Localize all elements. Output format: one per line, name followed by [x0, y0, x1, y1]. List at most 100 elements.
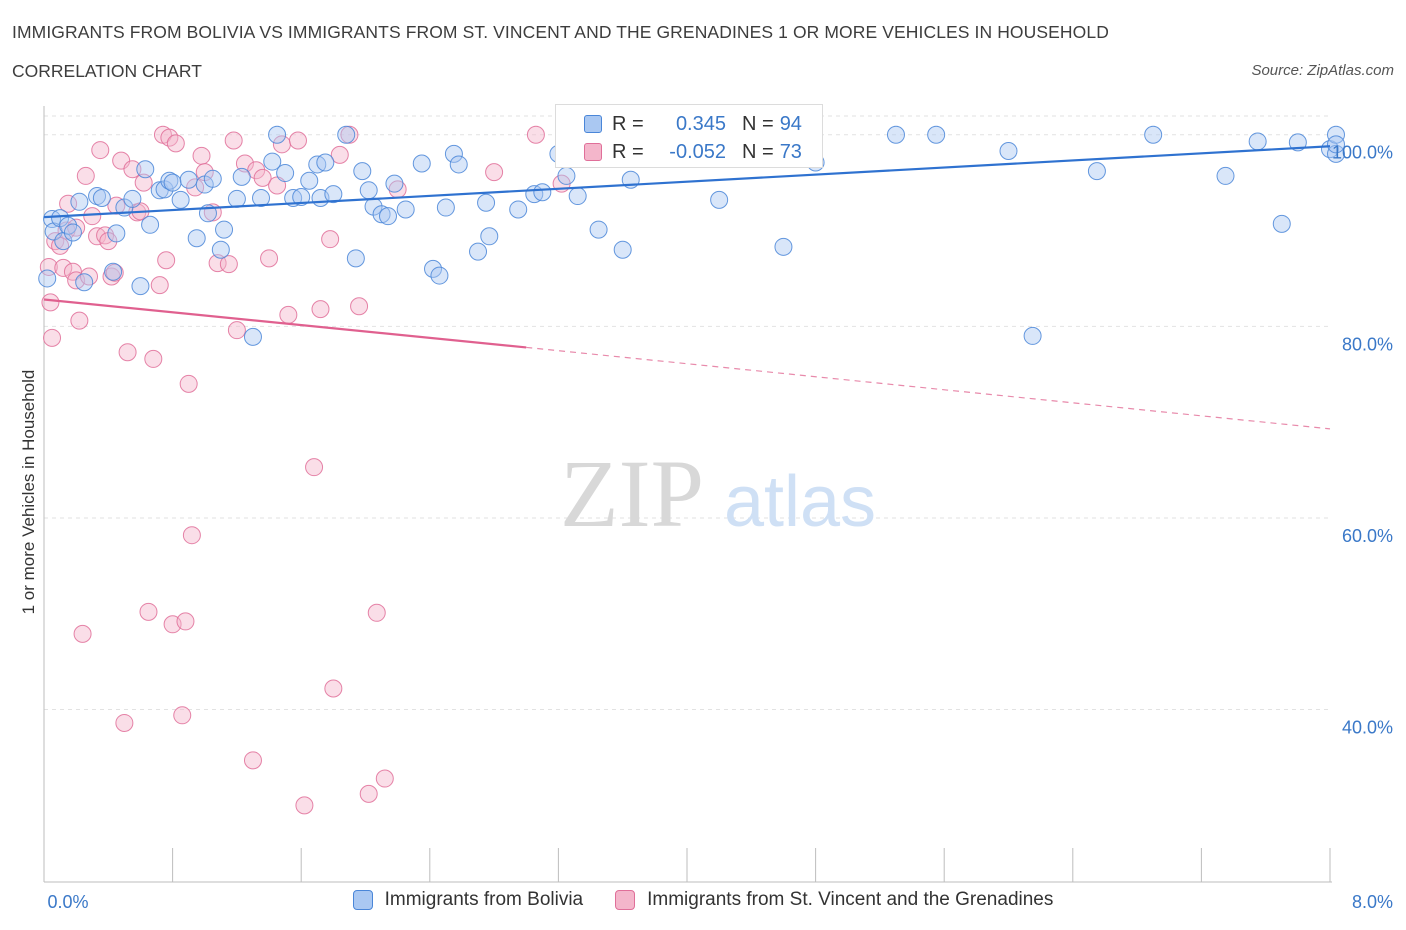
legend-r-label: R =	[612, 140, 644, 163]
point-st-vincent	[144, 349, 163, 368]
point-bolivia	[533, 183, 552, 202]
point-st-vincent	[485, 163, 504, 182]
point-st-vincent	[243, 751, 262, 770]
point-bolivia	[1327, 125, 1345, 144]
point-bolivia	[171, 190, 190, 209]
point-bolivia	[292, 188, 311, 207]
x-tick-label: 0.0%	[47, 892, 88, 912]
point-bolivia	[107, 224, 126, 243]
legend-n-label: N =	[742, 140, 774, 163]
point-bolivia	[927, 125, 946, 144]
point-bolivia	[509, 200, 528, 219]
point-bolivia	[412, 154, 431, 173]
point-bolivia	[999, 142, 1018, 161]
legend-swatch-pink	[584, 143, 602, 161]
point-st-vincent	[295, 796, 314, 815]
legend-label-bolivia: Immigrants from Bolivia	[384, 889, 584, 910]
point-bolivia	[123, 189, 142, 208]
y-tick-label: 80.0%	[1342, 334, 1393, 354]
legend-n-label: N =	[742, 112, 774, 135]
point-bolivia	[444, 144, 463, 163]
point-bolivia	[136, 160, 155, 179]
point-bolivia	[1023, 326, 1042, 345]
point-bolivia	[75, 273, 94, 292]
axes	[43, 106, 1332, 883]
point-bolivia	[774, 237, 793, 256]
point-bolivia	[424, 259, 443, 278]
point-st-vincent	[179, 374, 198, 393]
point-bolivia	[276, 164, 295, 183]
point-st-vincent	[83, 207, 102, 226]
point-bolivia	[372, 205, 391, 224]
point-bolivia	[324, 185, 343, 204]
point-bolivia	[568, 187, 587, 206]
trend-lines	[43, 145, 1331, 430]
point-bolivia	[480, 227, 499, 246]
point-bolivia	[469, 242, 488, 261]
point-bolivia	[1248, 132, 1267, 151]
legend-row-st-vincent: R = -0.052 N = 73	[556, 138, 802, 166]
tick-labels: 40.0% 60.0% 80.0% 100.0% 0.0% 8.0%	[47, 143, 1393, 912]
point-bolivia	[1288, 133, 1307, 152]
point-bolivia	[215, 220, 234, 239]
point-bolivia	[557, 166, 576, 185]
point-bolivia	[1216, 166, 1235, 185]
point-bolivia	[187, 229, 206, 248]
point-bolivia	[710, 190, 729, 209]
legend-r-label: R =	[612, 112, 644, 135]
point-st-vincent	[367, 603, 386, 622]
point-bolivia	[92, 188, 111, 207]
point-bolivia	[104, 262, 123, 281]
point-bolivia	[1327, 135, 1345, 154]
point-st-vincent	[105, 263, 124, 282]
y-tick-label: 100.0%	[1332, 143, 1393, 163]
point-st-vincent	[321, 230, 340, 249]
point-st-vincent	[173, 706, 192, 725]
point-bolivia	[227, 189, 246, 208]
point-bolivia	[396, 200, 415, 219]
legend-n-value: 73	[779, 140, 802, 163]
point-bolivia	[243, 327, 262, 346]
watermark: ZIP atlas	[560, 440, 876, 547]
point-bolivia	[141, 215, 160, 234]
point-st-vincent	[219, 255, 238, 274]
legend-swatch-pink	[615, 890, 636, 910]
point-st-vincent	[253, 168, 272, 187]
point-st-vincent	[227, 321, 246, 340]
point-st-vincent	[134, 173, 153, 192]
series-legend: Immigrants from Bolivia Immigrants from …	[0, 889, 1406, 911]
legend-item-bolivia[interactable]: Immigrants from Bolivia	[352, 889, 584, 911]
point-bolivia	[179, 170, 198, 189]
point-bolivia	[359, 181, 378, 200]
legend-r-value: -0.052	[669, 140, 726, 163]
point-bolivia	[385, 174, 404, 193]
legend-label-st-vincent: Immigrants from St. Vincent and the Gren…	[647, 889, 1054, 910]
point-bolivia	[263, 152, 282, 171]
watermark-atlas: atlas	[724, 462, 876, 542]
point-bolivia	[379, 207, 398, 226]
point-st-vincent	[235, 154, 254, 173]
point-st-vincent	[123, 160, 142, 179]
legend-item-st-vincent[interactable]: Immigrants from St. Vincent and the Gren…	[615, 889, 1053, 911]
y-tick-label: 60.0%	[1342, 526, 1393, 546]
point-st-vincent	[279, 305, 298, 324]
y-axis-label: 1 or more Vehicles in Household	[19, 370, 38, 615]
chart-subtitle: CORRELATION CHART	[12, 61, 202, 81]
point-bolivia	[163, 173, 182, 192]
y-tick-label: 40.0%	[1342, 718, 1393, 738]
point-bolivia	[211, 240, 230, 259]
point-st-vincent	[139, 602, 158, 621]
point-bolivia	[436, 198, 455, 217]
point-st-vincent	[375, 769, 394, 788]
point-bolivia	[1144, 125, 1163, 144]
point-st-vincent	[91, 141, 110, 160]
point-bolivia	[337, 125, 356, 144]
point-bolivia	[300, 171, 319, 190]
series-bolivia-points	[38, 125, 1345, 346]
point-bolivia	[232, 167, 251, 186]
trend-line-st-vincent-extension	[526, 346, 1331, 430]
legend-swatch-blue	[352, 890, 373, 910]
point-st-vincent	[350, 297, 369, 316]
point-st-vincent	[59, 194, 78, 213]
